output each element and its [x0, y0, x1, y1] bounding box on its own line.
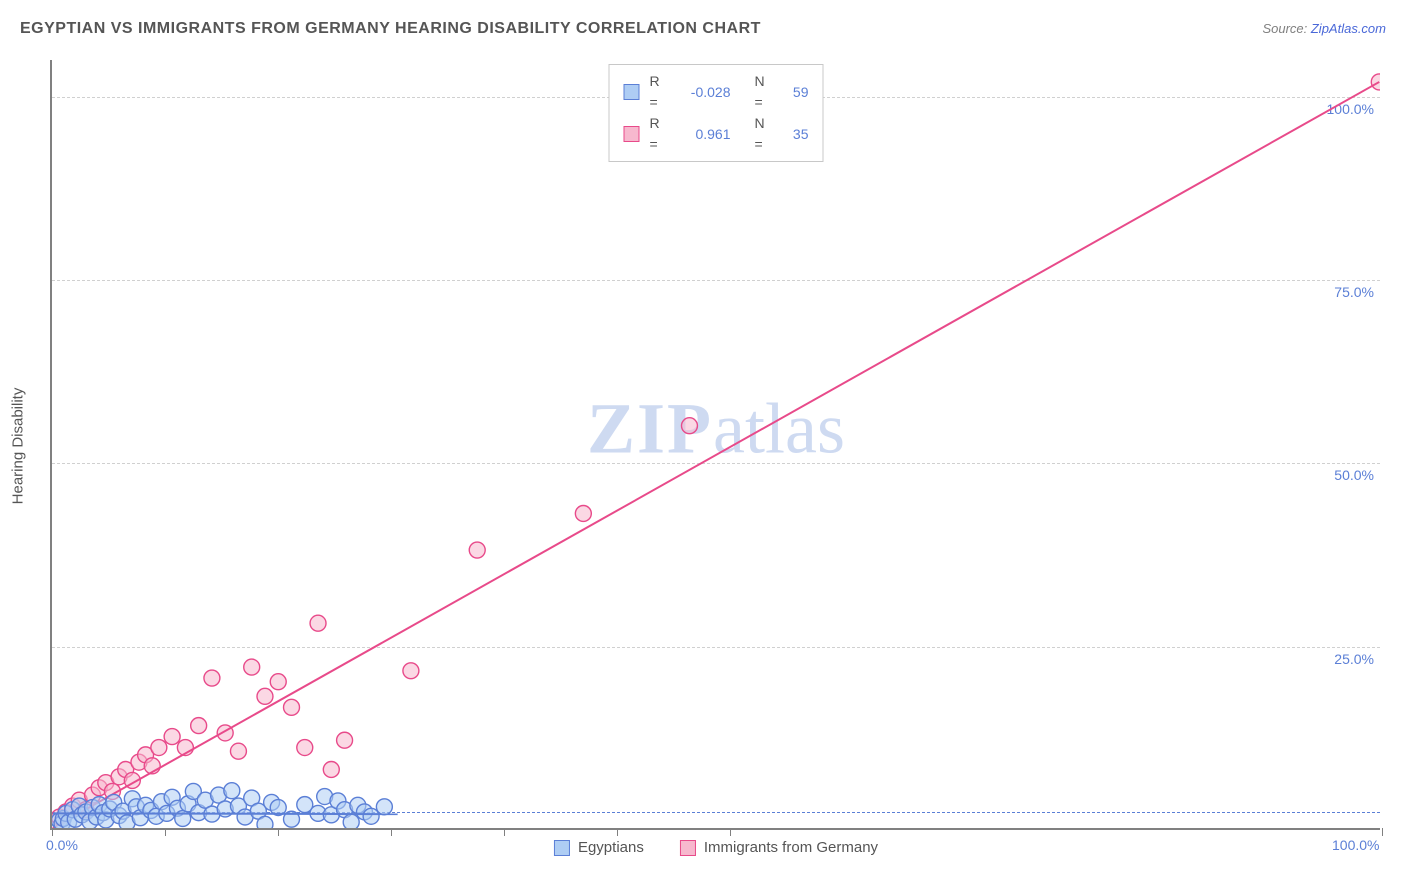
- scatter-point: [257, 816, 273, 828]
- x-tick: [165, 828, 166, 836]
- scatter-point: [224, 783, 240, 799]
- scatter-point: [204, 670, 220, 686]
- scatter-point: [681, 418, 697, 434]
- scatter-point: [230, 743, 246, 759]
- scatter-point: [469, 542, 485, 558]
- legend-item-germany: Immigrants from Germany: [680, 839, 878, 856]
- scatter-plot: ZIPatlas R =-0.028 N =59 R =0.961 N =35 …: [50, 60, 1380, 830]
- scatter-point: [191, 718, 207, 734]
- scatter-point: [297, 740, 313, 756]
- scatter-point: [343, 814, 359, 828]
- regression-line: [53, 82, 1380, 828]
- source-prefix: Source:: [1262, 21, 1310, 36]
- y-axis-label: Hearing Disability: [10, 388, 27, 505]
- swatch-icon: [554, 840, 570, 856]
- x-tick: [730, 828, 731, 836]
- scatter-point: [284, 699, 300, 715]
- x-tick: [1382, 828, 1383, 836]
- legend-series: Egyptians Immigrants from Germany: [554, 839, 878, 856]
- swatch-icon: [680, 840, 696, 856]
- legend-row-egyptians: R =-0.028 N =59: [624, 71, 809, 113]
- source-attribution: Source: ZipAtlas.com: [1262, 21, 1386, 36]
- scatter-point: [337, 732, 353, 748]
- chart-title: EGYPTIAN VS IMMIGRANTS FROM GERMANY HEAR…: [20, 20, 761, 38]
- chart-svg: [52, 60, 1380, 828]
- x-tick: [617, 828, 618, 836]
- x-tick: [391, 828, 392, 836]
- scatter-point: [164, 729, 180, 745]
- scatter-point: [244, 659, 260, 675]
- legend-correlation: R =-0.028 N =59 R =0.961 N =35: [609, 64, 824, 162]
- scatter-point: [403, 663, 419, 679]
- scatter-point: [257, 688, 273, 704]
- scatter-point: [376, 799, 392, 815]
- x-tick: [278, 828, 279, 836]
- scatter-point: [270, 674, 286, 690]
- scatter-point: [323, 762, 339, 778]
- swatch-icon: [624, 126, 640, 142]
- x-tick: [504, 828, 505, 836]
- x-tick-label: 0.0%: [46, 837, 78, 853]
- legend-row-germany: R =0.961 N =35: [624, 113, 809, 155]
- scatter-point: [310, 615, 326, 631]
- x-tick-label: 100.0%: [1332, 837, 1379, 853]
- scatter-point: [151, 740, 167, 756]
- swatch-icon: [624, 84, 640, 100]
- legend-item-egyptians: Egyptians: [554, 839, 644, 856]
- x-tick: [52, 828, 53, 836]
- source-link[interactable]: ZipAtlas.com: [1311, 21, 1386, 36]
- scatter-point: [575, 506, 591, 522]
- regression-line: [53, 813, 398, 814]
